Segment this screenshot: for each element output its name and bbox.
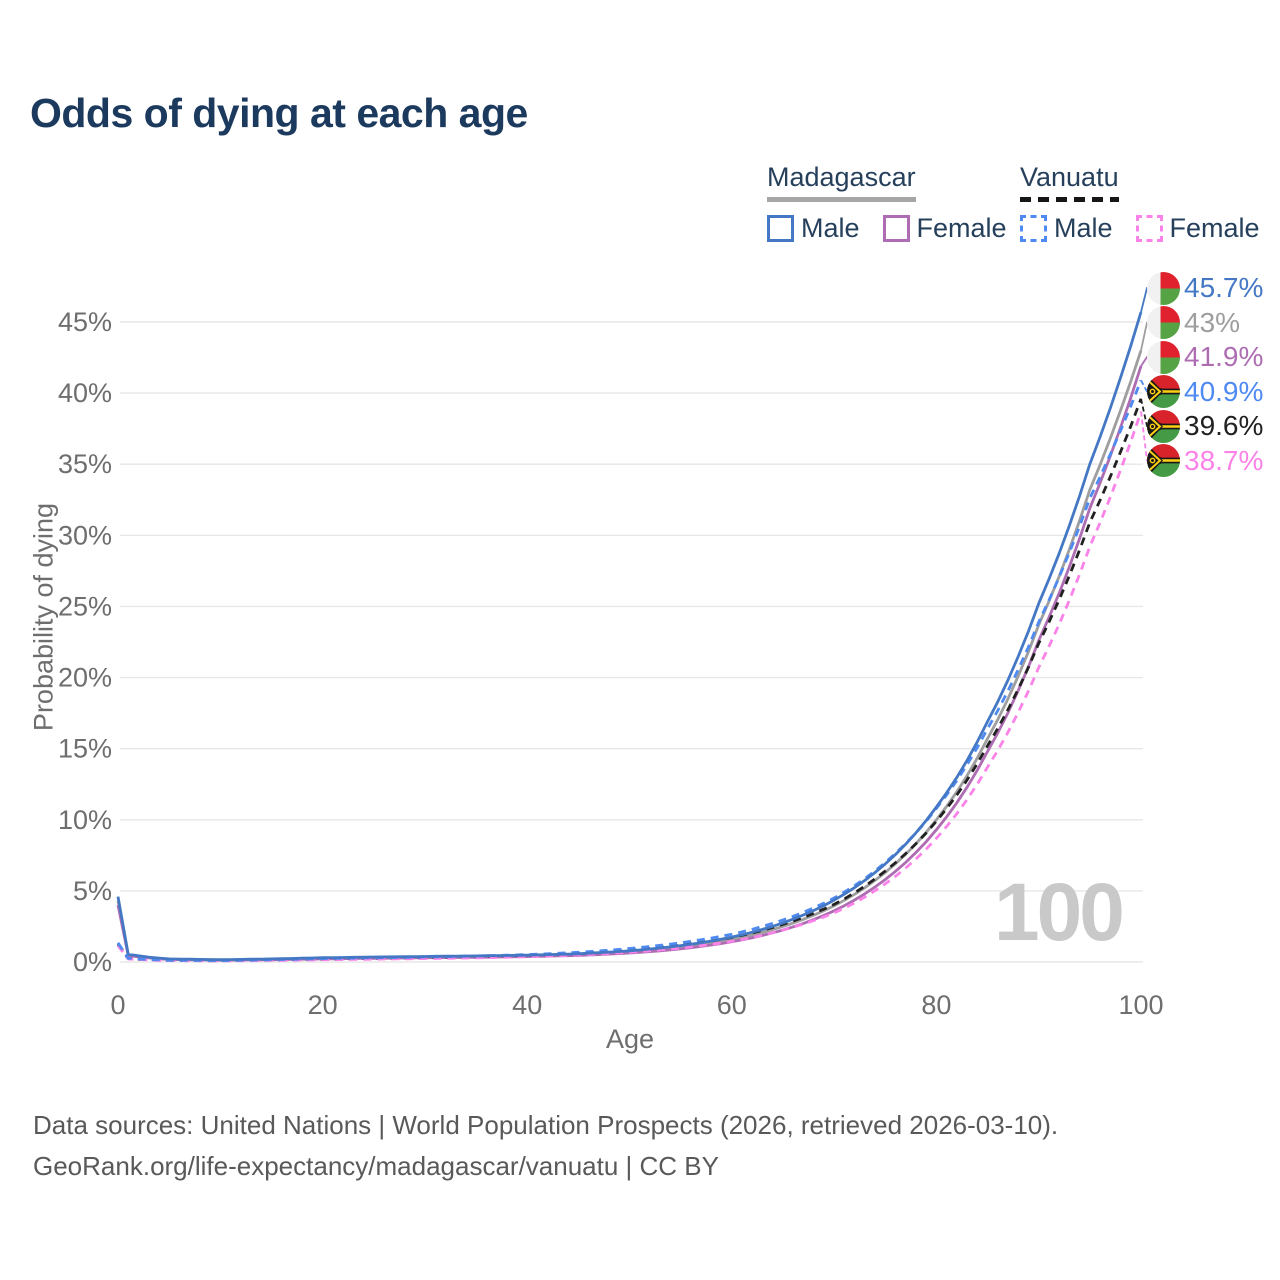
- madagascar-flag-icon: [1147, 306, 1180, 339]
- madagascar-male-checkbox[interactable]: [767, 215, 794, 242]
- vanuatu-male-checkbox[interactable]: [1020, 215, 1047, 242]
- y-tick-label: 15%: [58, 734, 112, 764]
- legend-group-vanuatu: Vanuatu Male Female: [1020, 162, 1280, 244]
- series-end-value: 40.9%: [1184, 375, 1264, 407]
- page-title: Odds of dying at each age: [30, 90, 528, 136]
- series-end-label-madagascar-both: 43%: [1147, 306, 1240, 340]
- hover-age-watermark: 100: [994, 867, 1125, 958]
- y-tick-label: 30%: [58, 520, 112, 550]
- y-tick-label: 0%: [73, 947, 112, 977]
- y-tick-label: 10%: [58, 805, 112, 835]
- vanuatu-flag-icon: [1147, 375, 1180, 408]
- series-end-label-madagascar-female: 41.9%: [1147, 340, 1263, 374]
- series-end-label-vanuatu-both: 39.6%: [1147, 409, 1263, 443]
- madagascar-line-style-swatch: [767, 197, 916, 202]
- legend-label-vanuatu-female: Female: [1169, 213, 1260, 243]
- source-credits: Data sources: United Nations | World Pop…: [33, 1105, 1058, 1187]
- series-line-vanuatu-both: [116, 398, 1143, 963]
- x-tick-label: 40: [512, 990, 542, 1020]
- madagascar-female-checkbox[interactable]: [882, 215, 910, 242]
- vanuatu-female-checkbox[interactable]: [1135, 215, 1163, 242]
- series-line-madagascar-male: [116, 311, 1143, 962]
- x-tick-label: 0: [110, 990, 125, 1020]
- vanuatu-flag-icon: [1147, 409, 1180, 443]
- series-line-vanuatu-male: [116, 379, 1143, 962]
- madagascar-flag-icon: [1147, 271, 1180, 305]
- series-line-vanuatu-female: [116, 411, 1143, 963]
- legend-group-madagascar: Madagascar Male Female: [767, 162, 1030, 244]
- legend-country-madagascar: Madagascar: [767, 162, 916, 192]
- y-tick-label: 35%: [58, 449, 112, 479]
- legend-country-vanuatu: Vanuatu: [1020, 162, 1119, 192]
- x-tick-label: 100: [1118, 990, 1163, 1020]
- legend-label-vanuatu-male: Male: [1054, 213, 1113, 243]
- madagascar-flag-icon: [1147, 340, 1180, 374]
- series-end-label-vanuatu-male: 40.9%: [1147, 375, 1263, 409]
- series-end-value: 41.9%: [1184, 341, 1264, 372]
- series-end-value: 45.7%: [1184, 272, 1264, 303]
- legend-label-madagascar-female: Female: [916, 213, 1007, 243]
- series-end-label-madagascar-male: 45.7%: [1147, 271, 1263, 305]
- vanuatu-flag-icon: [1147, 444, 1180, 477]
- y-tick-label: 5%: [73, 876, 112, 906]
- x-tick-label: 60: [717, 990, 747, 1020]
- y-tick-label: 45%: [58, 307, 112, 337]
- series-line-madagascar-female: [116, 365, 1143, 962]
- data-sources-line: Data sources: United Nations | World Pop…: [33, 1110, 1059, 1140]
- plot-area[interactable]: 0% 5% 10% 15% 20% 25% 30% 35% 40% 45% 0 20 40 60 80 100: [0, 0, 1280, 1080]
- x-tick-label: 80: [921, 990, 951, 1020]
- series-end-label-vanuatu-female: 38.7%: [1147, 444, 1263, 478]
- attribution-line: GeoRank.org/life-expectancy/madagascar/v…: [33, 1151, 719, 1181]
- y-tick-label: 25%: [58, 591, 112, 621]
- vanuatu-line-style-swatch: [1020, 197, 1119, 202]
- series-line-madagascar-both: [116, 349, 1143, 962]
- y-tick-label: 20%: [58, 663, 112, 693]
- y-tick-label: 40%: [58, 378, 112, 408]
- series-end-value: 43%: [1184, 306, 1241, 338]
- series-end-value: 38.7%: [1184, 444, 1264, 476]
- x-tick-label: 20: [308, 990, 338, 1020]
- series-end-value: 39.6%: [1184, 410, 1264, 441]
- x-axis-title: Age: [605, 1024, 655, 1054]
- legend-label-madagascar-male: Male: [801, 213, 860, 243]
